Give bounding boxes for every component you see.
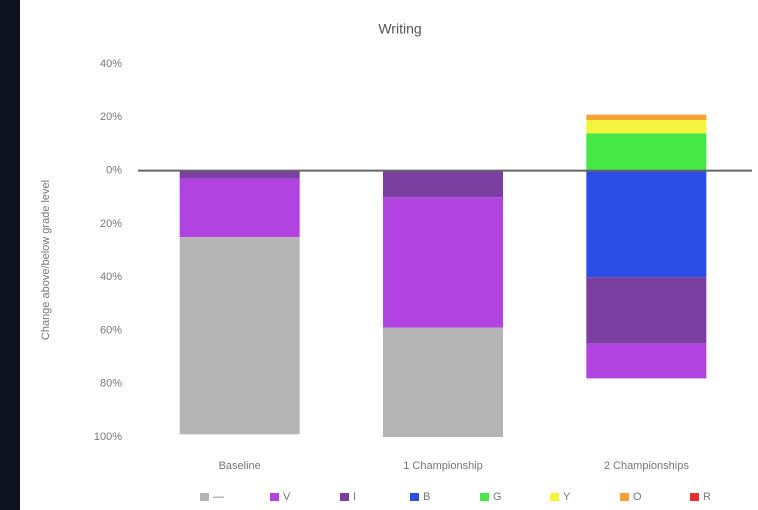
legend-swatch	[410, 493, 419, 501]
legend-swatch	[480, 493, 489, 501]
legend-label: V	[283, 491, 291, 503]
legend-label: Y	[563, 491, 571, 503]
bar-segment	[383, 327, 503, 437]
legend-label: —	[213, 491, 224, 503]
legend-label: R	[703, 491, 711, 503]
legend-label: I	[353, 491, 356, 503]
bar-segment	[383, 170, 503, 198]
y-tick-label: 80%	[100, 378, 122, 390]
x-tick-label: 2 Championships	[604, 460, 689, 472]
y-tick-label: 40%	[100, 58, 122, 70]
y-tick-label: 60%	[100, 324, 122, 336]
legend-label: G	[493, 491, 502, 503]
y-axis-label: Change above/below grade level	[40, 180, 52, 340]
bar-segment	[586, 133, 707, 171]
y-tick-label: 100%	[94, 431, 122, 443]
bar-segment	[179, 170, 300, 179]
legend-label: O	[633, 491, 642, 503]
legend-swatch	[340, 493, 349, 501]
bar-segment	[586, 277, 707, 344]
bar-segment	[179, 237, 300, 435]
legend-swatch	[690, 493, 699, 501]
x-tick-label: Baseline	[219, 460, 261, 472]
y-tick-label: 0%	[106, 164, 122, 176]
x-tick-label: 1 Championship	[403, 460, 483, 472]
bar-segment	[383, 197, 503, 328]
chart-title: Writing	[378, 21, 421, 37]
legend-swatch	[550, 493, 559, 501]
y-tick-label: 20%	[100, 218, 122, 230]
legend-label: B	[423, 491, 430, 503]
bar-segment	[586, 343, 707, 379]
legend-swatch	[270, 493, 279, 501]
legend-swatch	[200, 493, 209, 501]
bar-segment	[586, 114, 707, 120]
y-tick-label: 40%	[100, 271, 122, 283]
bar-segment	[179, 178, 300, 238]
bar-segment	[586, 119, 707, 134]
bar-segment	[586, 170, 707, 278]
legend-swatch	[620, 493, 629, 501]
y-tick-label: 20%	[100, 111, 122, 123]
